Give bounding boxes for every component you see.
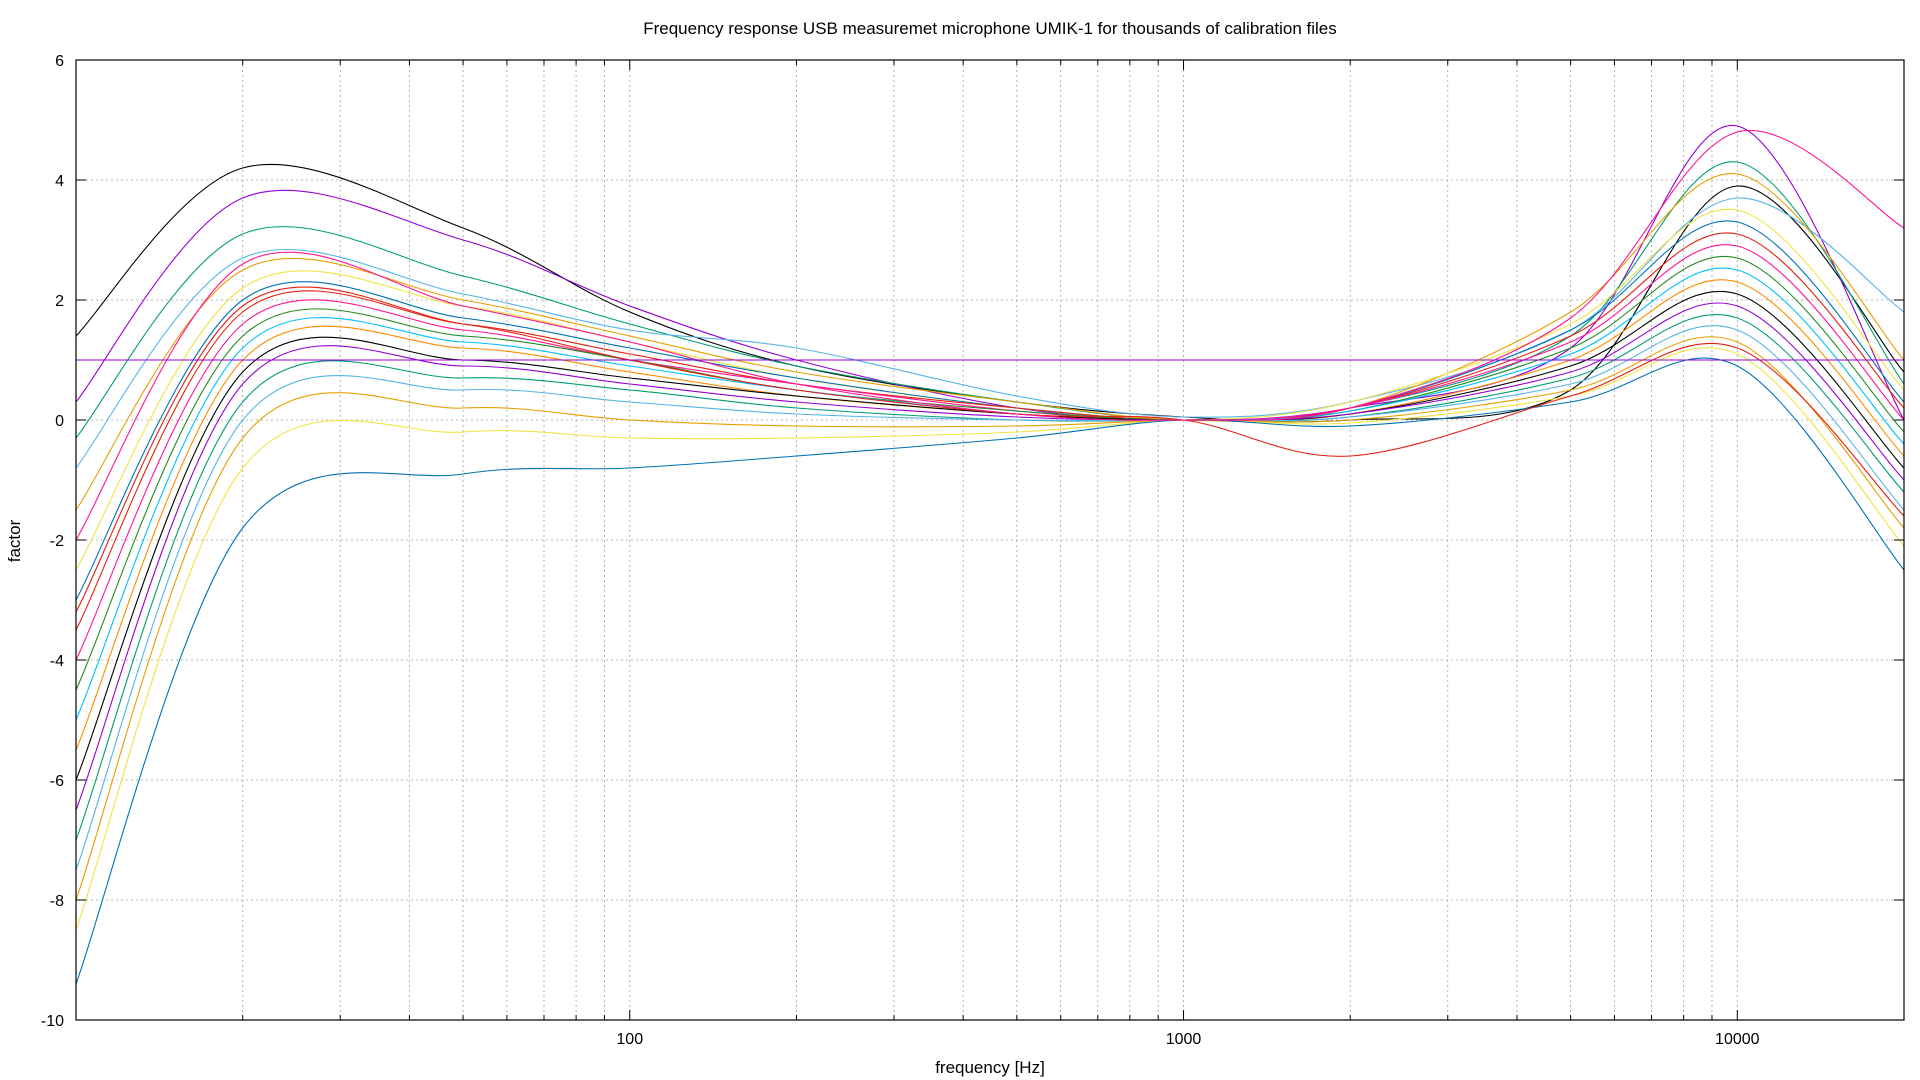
series-line-15	[75, 313, 1905, 841]
series-lines	[75, 125, 1905, 985]
x-axis-label: frequency [Hz]	[935, 1058, 1045, 1077]
chart-title: Frequency response USB measuremet microp…	[643, 19, 1337, 38]
axis-ticks: 100 1000 10000 6 4 2 0 -2 -4 -6 -8 -10	[41, 53, 1904, 1048]
series-line-4	[75, 197, 1905, 469]
y-tick-label: 2	[55, 293, 64, 310]
series-line-19	[75, 357, 1905, 985]
series-line-18	[75, 347, 1905, 931]
series-line-17	[75, 336, 1905, 901]
y-tick-label: -8	[50, 893, 64, 910]
series-line-13	[75, 290, 1905, 781]
y-tick-label: -6	[50, 773, 64, 790]
series-line-14	[75, 302, 1905, 811]
series-line-12	[75, 279, 1905, 751]
grid-lines	[76, 60, 1904, 1020]
x-tick-label: 10000	[1715, 1031, 1760, 1048]
y-tick-label: -2	[50, 533, 64, 550]
y-tick-label: 4	[55, 173, 64, 190]
series-line-9	[75, 244, 1905, 661]
y-axis-label: factor	[5, 519, 24, 562]
series-line-21	[75, 129, 1905, 541]
y-tick-label: 6	[55, 53, 64, 70]
x-tick-label: 1000	[1166, 1031, 1202, 1048]
plot-frame	[75, 59, 1905, 1021]
series-line-3	[75, 161, 1905, 439]
series-line-11	[75, 267, 1905, 721]
x-tick-label: 100	[616, 1031, 643, 1048]
series-line-5	[75, 173, 1905, 511]
y-tick-label: -10	[41, 1013, 64, 1030]
y-tick-label: -4	[50, 653, 64, 670]
series-line-8	[75, 232, 1905, 631]
series-line-16	[75, 325, 1905, 871]
series-line-20	[75, 286, 1905, 613]
y-tick-label: 0	[55, 413, 64, 430]
series-line-10	[75, 255, 1905, 691]
series-line-6	[75, 208, 1905, 571]
